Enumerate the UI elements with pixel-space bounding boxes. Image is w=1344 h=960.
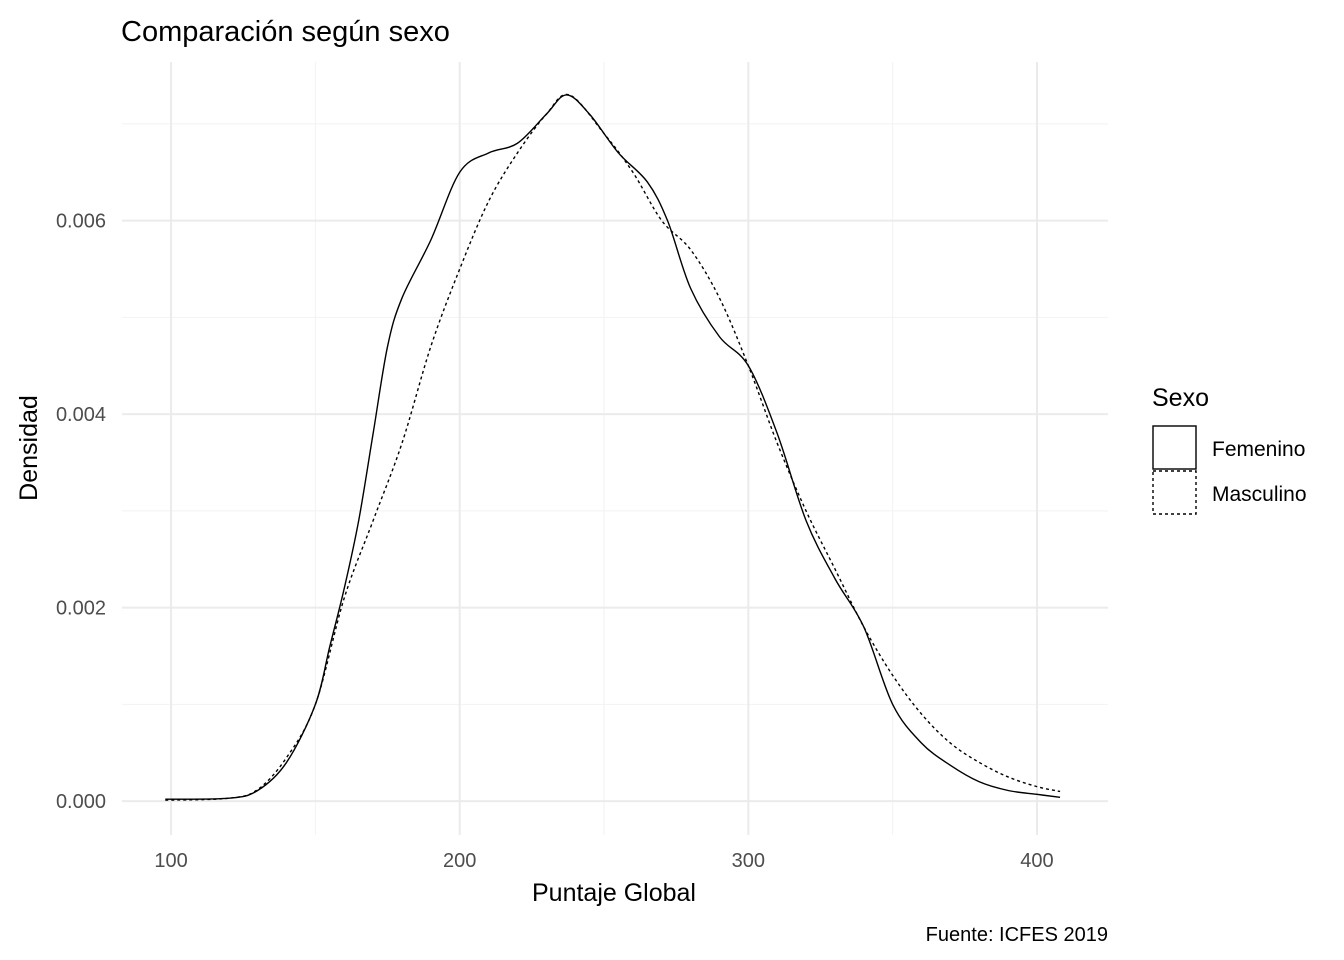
legend-label-masculino: Masculino: [1212, 483, 1307, 506]
x-tick-label: 100: [154, 850, 187, 872]
x-tick-label: 200: [443, 850, 476, 872]
legend-label-femenino: Femenino: [1212, 438, 1305, 461]
legend-key-femenino: [1152, 425, 1197, 470]
y-axis-label: Densidad: [15, 395, 43, 501]
y-tick-label: 0.004: [56, 404, 106, 426]
legend-title: Sexo: [1152, 384, 1209, 412]
y-tick-label: 0.006: [56, 211, 106, 233]
series-line-femenino: [165, 94, 1061, 800]
legend: Sexo Femenino Masculino: [1152, 384, 1307, 515]
caption: Fuente: ICFES 2019: [926, 924, 1108, 946]
grid: [122, 62, 1108, 835]
legend-key-masculino: [1152, 470, 1197, 515]
x-tick-label: 300: [732, 850, 765, 872]
y-tick-label: 0.000: [56, 791, 106, 813]
series-lines: [165, 93, 1061, 801]
series-line-masculino: [165, 93, 1061, 801]
axis-ticks: 100 200 300 400 0.000 0.002 0.004 0.006: [56, 211, 1054, 872]
chart-title: Comparación según sexo: [121, 16, 450, 48]
y-tick-label: 0.002: [56, 598, 106, 620]
x-tick-label: 400: [1020, 850, 1053, 872]
x-axis-label: Puntaje Global: [532, 879, 696, 907]
